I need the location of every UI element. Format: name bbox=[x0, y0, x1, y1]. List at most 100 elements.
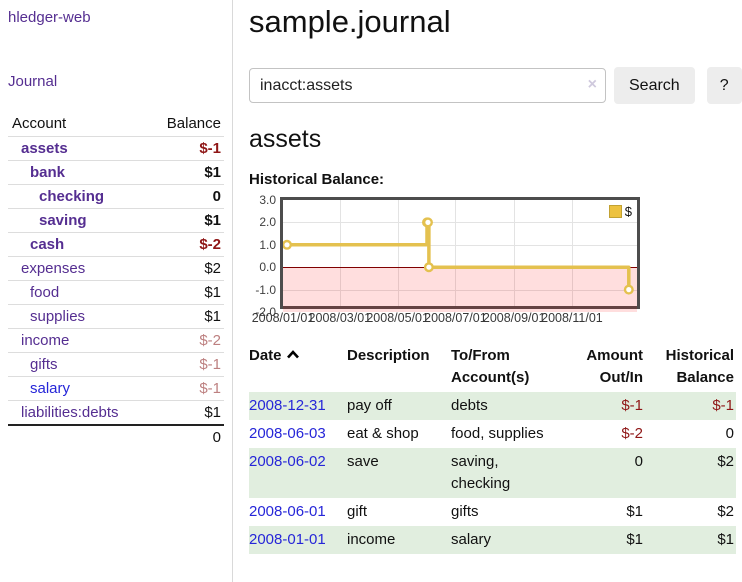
transaction-date-link[interactable]: 2008-06-03 bbox=[249, 425, 326, 442]
sidebar: hledger-web Journal Account Balance asse… bbox=[0, 0, 233, 582]
account-row: assets $-1 bbox=[8, 137, 224, 161]
account-row: salary $-1 bbox=[8, 377, 224, 401]
balance-column-header[interactable]: Historical Balance bbox=[645, 342, 736, 392]
transaction-amount: 0 bbox=[559, 448, 645, 498]
account-balance: $2 bbox=[147, 257, 224, 281]
data-point-marker bbox=[625, 286, 633, 294]
historical-balance-chart: 3.02.01.00.0-1.0-2.0 $ 2008/01/012008/03… bbox=[249, 197, 742, 327]
transaction-amount: $1 bbox=[559, 498, 645, 526]
account-row: checking 0 bbox=[8, 185, 224, 209]
transaction-date-link[interactable]: 2008-01-01 bbox=[249, 531, 326, 548]
account-link[interactable]: expenses bbox=[8, 260, 85, 277]
transaction-accounts: salary bbox=[451, 526, 559, 554]
account-row: expenses $2 bbox=[8, 257, 224, 281]
accounts-column-header[interactable]: To/From Account(s) bbox=[451, 342, 559, 392]
account-row: income$-2 bbox=[8, 329, 224, 353]
transaction-balance: $1 bbox=[645, 526, 736, 554]
account-link[interactable]: cash bbox=[8, 236, 64, 253]
accounts-balance-table: Account Balance assets $-1 bank $1 checking 0… bbox=[8, 112, 224, 449]
legend-series-label: $ bbox=[625, 204, 632, 219]
account-row: liabilities:debts$1 bbox=[8, 401, 224, 426]
account-link[interactable]: assets bbox=[8, 140, 68, 157]
transaction-balance: $2 bbox=[645, 448, 736, 498]
chart-title: Historical Balance: bbox=[249, 171, 742, 188]
transaction-row: 2008-06-02 savesaving, checking0$2 bbox=[249, 448, 736, 498]
account-link[interactable]: income bbox=[8, 332, 69, 349]
account-link[interactable]: bank bbox=[8, 164, 65, 181]
transaction-date-link[interactable]: 2008-06-01 bbox=[249, 503, 326, 520]
account-heading: assets bbox=[249, 125, 742, 154]
transaction-accounts: gifts bbox=[451, 498, 559, 526]
transaction-balance: 0 bbox=[645, 420, 736, 448]
sort-ascending-icon bbox=[286, 344, 300, 366]
account-balance: $-1 bbox=[147, 353, 224, 377]
chart-plot-area: $ bbox=[280, 197, 640, 309]
x-axis-tick-label: 2008/01/01 bbox=[252, 311, 315, 325]
main-content: sample.journal × Search ? assets Histori… bbox=[233, 0, 742, 582]
transaction-date-link[interactable]: 2008-06-02 bbox=[249, 453, 326, 470]
clear-search-icon[interactable]: × bbox=[588, 76, 597, 94]
sidebar-item-journal[interactable]: Journal bbox=[8, 73, 57, 90]
account-balance: $-1 bbox=[147, 137, 224, 161]
account-link[interactable]: saving bbox=[8, 212, 87, 229]
transaction-amount: $1 bbox=[559, 526, 645, 554]
x-axis-tick-label: 2008/11/01 bbox=[541, 311, 603, 325]
accounts-total-value: 0 bbox=[147, 425, 224, 449]
transaction-accounts: food, supplies bbox=[451, 420, 559, 448]
search-bar: × Search ? bbox=[249, 67, 742, 104]
y-axis-tick-label: 1.0 bbox=[259, 238, 276, 252]
transaction-row: 2008-06-01 giftgifts$1$2 bbox=[249, 498, 736, 526]
search-button[interactable]: Search bbox=[614, 67, 695, 104]
transaction-balance: $-1 bbox=[645, 392, 736, 420]
y-axis-tick-label: 2.0 bbox=[259, 215, 276, 229]
account-row: supplies$1 bbox=[8, 305, 224, 329]
accounts-column-header: Account bbox=[8, 112, 147, 137]
transaction-description: save bbox=[347, 448, 451, 498]
y-axis-tick-label: 0.0 bbox=[259, 260, 276, 274]
description-column-header[interactable]: Description bbox=[347, 342, 451, 392]
y-axis: 3.02.01.00.0-1.0-2.0 bbox=[249, 197, 280, 309]
transaction-balance: $2 bbox=[645, 498, 736, 526]
date-column-header[interactable]: Date bbox=[249, 342, 347, 392]
account-link[interactable]: salary bbox=[8, 380, 70, 397]
x-axis-tick-label: 2008/03/01 bbox=[309, 311, 372, 325]
help-button[interactable]: ? bbox=[707, 67, 742, 104]
brand-link[interactable]: hledger-web bbox=[8, 9, 91, 26]
transaction-description: income bbox=[347, 526, 451, 554]
transaction-accounts: debts bbox=[451, 392, 559, 420]
account-balance: 0 bbox=[147, 185, 224, 209]
balance-column-header: Balance bbox=[147, 112, 224, 137]
account-link[interactable]: checking bbox=[8, 188, 104, 205]
account-row: gifts $-1 bbox=[8, 353, 224, 377]
y-axis-tick-label: -1.0 bbox=[255, 283, 276, 297]
account-link[interactable]: food bbox=[8, 284, 59, 301]
account-row: cash $-2 bbox=[8, 233, 224, 257]
accounts-total-row: 0 bbox=[8, 425, 224, 449]
app-window: hledger-web Journal Account Balance asse… bbox=[0, 0, 742, 582]
page-title: sample.journal bbox=[249, 4, 742, 40]
transaction-amount: $-2 bbox=[559, 420, 645, 448]
transaction-amount: $-1 bbox=[559, 392, 645, 420]
x-axis-tick-label: 2008/05/01 bbox=[366, 311, 429, 325]
x-axis: 2008/01/012008/03/012008/05/012008/07/01… bbox=[280, 311, 646, 327]
transaction-row: 2008-06-03eat & shopfood, supplies$-20 bbox=[249, 420, 736, 448]
legend-series-swatch bbox=[609, 205, 622, 218]
account-row: saving $1 bbox=[8, 209, 224, 233]
data-point-marker bbox=[283, 241, 291, 249]
amount-column-header[interactable]: Amount Out/In bbox=[559, 342, 645, 392]
transaction-accounts: saving, checking bbox=[451, 448, 559, 498]
balance-series-line bbox=[283, 200, 643, 312]
register-table: Date Description To/From Account(s) Amou… bbox=[249, 342, 736, 554]
transaction-date-link[interactable]: 2008-12-31 bbox=[249, 397, 326, 414]
account-link[interactable]: liabilities:debts bbox=[8, 404, 119, 421]
x-axis-tick-label: 2008/07/01 bbox=[424, 311, 487, 325]
account-balance: $-2 bbox=[147, 233, 224, 257]
account-balance: $1 bbox=[147, 281, 224, 305]
account-link[interactable]: supplies bbox=[8, 308, 85, 325]
account-balance: $1 bbox=[147, 209, 224, 233]
account-balance: $-1 bbox=[147, 377, 224, 401]
account-link[interactable]: gifts bbox=[8, 356, 58, 373]
search-input[interactable] bbox=[249, 68, 606, 103]
transaction-description: gift bbox=[347, 498, 451, 526]
y-axis-tick-label: 3.0 bbox=[259, 193, 276, 207]
